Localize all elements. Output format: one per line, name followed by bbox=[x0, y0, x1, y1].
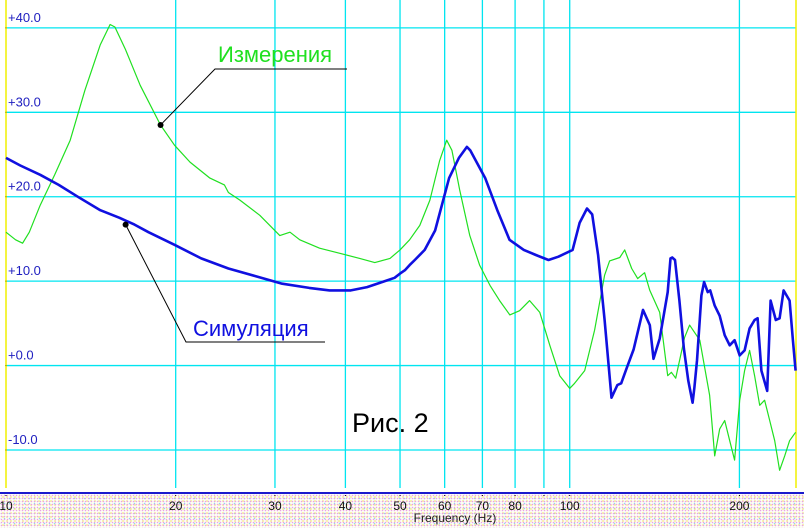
x-tick-label: 50 bbox=[393, 499, 407, 513]
x-tick-label: 60 bbox=[438, 499, 452, 513]
x-axis-strip bbox=[0, 494, 804, 528]
leader-dot-simulation bbox=[122, 221, 129, 228]
x-tick-label: 20 bbox=[169, 499, 183, 513]
x-tick-label: 100 bbox=[560, 499, 580, 513]
x-tick-label: 10 bbox=[0, 499, 13, 513]
y-tick-label: +20.0 bbox=[8, 179, 41, 194]
x-tick-label: 80 bbox=[508, 499, 522, 513]
x-tick-label: 200 bbox=[729, 499, 749, 513]
leader-line-measurements bbox=[160, 68, 347, 126]
y-tick-label: -10.0 bbox=[8, 432, 38, 447]
series-line-simulation bbox=[5, 145, 797, 405]
y-tick-label: +40.0 bbox=[8, 10, 41, 25]
x-tick-label: 30 bbox=[268, 499, 282, 513]
leader-line-simulation bbox=[125, 224, 325, 343]
leader-dot-measurements bbox=[157, 121, 164, 128]
y-tick-label: +10.0 bbox=[8, 263, 41, 278]
series-label-measurements: Измерения bbox=[218, 42, 333, 67]
series-label-simulation: Симуляция bbox=[193, 316, 309, 341]
figure-caption: Рис. 2 bbox=[352, 408, 429, 438]
y-tick-label: +0.0 bbox=[8, 348, 34, 363]
x-axis-label: Frequency (Hz) bbox=[413, 511, 497, 525]
x-tick-label: 70 bbox=[476, 499, 490, 513]
y-tick-label: +30.0 bbox=[8, 94, 41, 109]
x-tick-label: 40 bbox=[339, 499, 353, 513]
series-line-measurements bbox=[5, 23, 797, 471]
